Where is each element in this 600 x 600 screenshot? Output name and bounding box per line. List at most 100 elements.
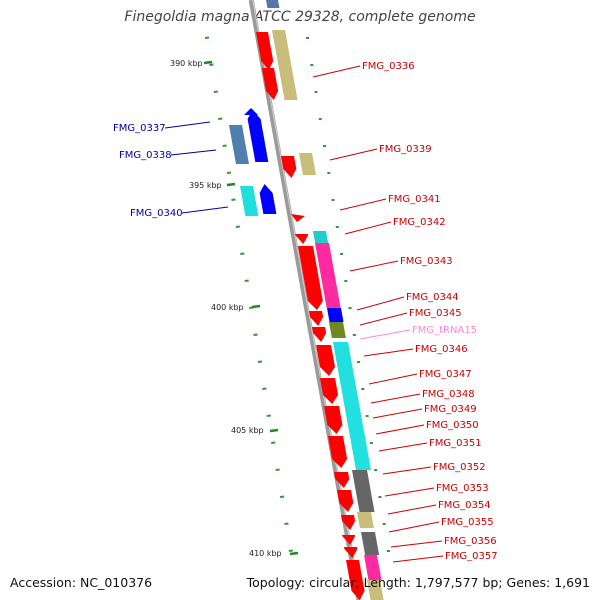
gene-block — [367, 580, 384, 600]
gene-label: FMG_0357 — [445, 551, 498, 562]
gene-leader — [387, 504, 437, 515]
gene-leader — [390, 540, 443, 548]
gene-arrow — [337, 490, 354, 512]
gene-label: FMG_0355 — [441, 517, 494, 528]
gene-label: FMG_0337 — [113, 123, 166, 134]
genome-summary: Topology: circular; Length: 1,797,577 bp… — [246, 575, 590, 590]
tick-mark — [213, 90, 218, 93]
gene-block — [266, 0, 280, 8]
gene-arrow — [256, 32, 274, 70]
tick-mark — [279, 495, 285, 498]
gene-label: FMG_0349 — [424, 404, 477, 415]
gene-block — [272, 30, 298, 100]
gene-arrow — [281, 156, 297, 178]
gene-block — [364, 555, 382, 580]
tick-mark — [240, 252, 245, 255]
tick-mark — [204, 36, 210, 39]
gene-block — [229, 125, 249, 164]
gene-arrow — [328, 436, 348, 468]
gene-leader — [370, 393, 421, 404]
gene-label: FMG_0347 — [419, 369, 472, 380]
gene-block — [240, 186, 259, 216]
gene-arrow — [247, 110, 269, 162]
gene-arrow — [344, 547, 358, 558]
gene-label: FMG_0356 — [444, 536, 497, 547]
gene-leader — [382, 466, 432, 475]
gene-label: FMG_0339 — [379, 144, 432, 155]
kbp-label: 400 kbp — [211, 303, 244, 312]
gene-label: FMG_0343 — [400, 256, 453, 267]
gene-arrow — [341, 515, 356, 530]
kbp-tick — [203, 60, 213, 65]
gene-arrow — [334, 472, 350, 488]
gene-label: FMG_0338 — [119, 150, 172, 161]
gene-arrow — [259, 184, 277, 214]
gene-arrow — [320, 378, 339, 404]
gene-label: FMG_0352 — [433, 462, 486, 473]
accession-label: Accession: NC_010376 — [10, 575, 153, 590]
gene-arrow — [295, 234, 309, 244]
kbp-label: 395 kbp — [189, 181, 222, 190]
gene-block — [357, 512, 374, 528]
gene-label: FMG_0350 — [426, 420, 479, 431]
gene-label: FMG_0341 — [388, 194, 441, 205]
gene-leader — [359, 312, 408, 326]
gene-arrow — [291, 214, 305, 222]
tick-mark — [257, 360, 263, 363]
gene-leader — [359, 329, 411, 340]
tick-mark — [244, 279, 249, 282]
kbp-tick — [269, 428, 279, 433]
gene-label: FMG_0346 — [415, 344, 468, 355]
gene-leader — [375, 424, 425, 435]
gene-arrow — [262, 68, 279, 100]
gene-arrow — [309, 311, 324, 326]
gene-label: FMG_0344 — [406, 292, 459, 303]
gene-block — [299, 153, 316, 175]
gene-leader — [372, 408, 423, 419]
gene-leader — [164, 121, 211, 129]
gene-arrow — [346, 560, 365, 600]
kbp-tick — [289, 551, 299, 556]
gene-label: FMG_0342 — [393, 217, 446, 228]
gene-leader — [349, 260, 399, 272]
tick-mark — [288, 549, 293, 552]
tick-mark — [231, 198, 236, 201]
gene-arrow — [342, 535, 356, 545]
tick-mark — [226, 171, 232, 174]
kbp-tick — [251, 304, 261, 309]
gene-leader — [181, 206, 229, 214]
gene-block — [313, 231, 329, 243]
tick-mark — [266, 414, 271, 417]
gene-arrow — [316, 345, 335, 376]
gene-arrow — [312, 327, 327, 342]
gene-leader — [368, 373, 418, 385]
gene-leader — [356, 296, 405, 311]
tick-mark — [271, 441, 276, 444]
kbp-label: 410 kbp — [249, 549, 282, 558]
tick-mark — [284, 522, 289, 525]
gene-label: FMG_0345 — [409, 308, 462, 319]
gene-block — [327, 308, 344, 322]
gene-leader — [329, 148, 378, 161]
gene-arrow — [244, 108, 258, 115]
gene-label: FMG_0351 — [429, 438, 482, 449]
tick-mark — [253, 333, 258, 336]
gene-leader — [339, 198, 387, 211]
gene-arrow — [298, 246, 323, 310]
gene-leader — [344, 221, 392, 235]
gene-arrow — [324, 406, 343, 434]
tick-mark — [262, 387, 267, 390]
gene-block — [361, 532, 380, 555]
gene-leader — [384, 487, 435, 497]
gene-label: FMG_0336 — [362, 61, 415, 72]
gene-leader — [363, 348, 414, 357]
gene-label: FMG_0353 — [436, 483, 489, 494]
gene-block — [352, 470, 375, 512]
gene-leader — [388, 521, 440, 533]
gene-label: FMG_0354 — [438, 500, 491, 511]
gene-block — [333, 342, 371, 470]
tick-mark — [222, 144, 227, 147]
kbp-label: 390 kbp — [170, 59, 203, 68]
gene-leader — [392, 555, 444, 563]
